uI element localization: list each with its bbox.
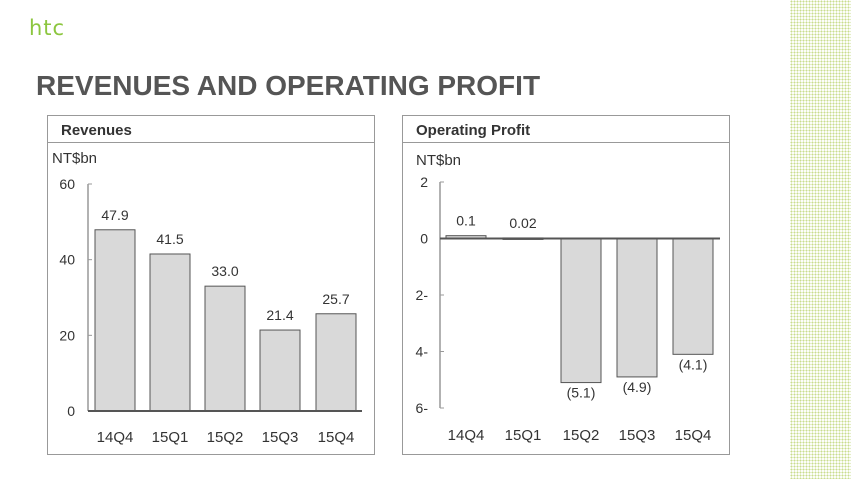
y-tick-label: 0: [420, 231, 428, 247]
data-label: 47.9: [101, 207, 128, 223]
chart-title: Operating Profit: [403, 116, 729, 143]
y-tick-label: 40: [59, 252, 75, 268]
bar: [560, 238, 602, 384]
category-label: 15Q1: [152, 429, 189, 446]
y-tick-label: 4-: [416, 344, 429, 360]
bar: [149, 253, 191, 412]
y-tick-label: 20: [59, 327, 75, 343]
y-axis-label: NT$bn: [416, 152, 461, 169]
category-label: 14Q4: [97, 429, 134, 446]
page-title: REVENUES AND OPERATING PROFIT: [36, 70, 541, 101]
y-tick-label: 6-: [416, 400, 429, 416]
category-label: 15Q3: [619, 427, 656, 444]
y-tick-label: 2-: [416, 287, 429, 303]
y-tick-label: 2: [420, 174, 428, 190]
decorative-dot-pattern: [790, 0, 851, 479]
category-label: 15Q4: [318, 429, 355, 446]
category-label: 15Q1: [505, 427, 542, 444]
category-label: 15Q4: [675, 427, 712, 444]
operating-profit-panel: Operating Profit: [402, 115, 730, 455]
data-label: 0.02: [509, 215, 536, 231]
revenues-panel: Revenues: [47, 115, 375, 455]
data-label: (4.1): [679, 356, 708, 372]
chart-title: Revenues: [48, 116, 374, 143]
data-label: 21.4: [266, 307, 293, 323]
bar: [672, 238, 714, 355]
data-label: (5.1): [567, 385, 596, 401]
bar: [94, 229, 136, 412]
category-label: 14Q4: [448, 427, 485, 444]
bar: [204, 285, 246, 412]
data-label: 0.1: [456, 213, 476, 229]
bar: [616, 238, 658, 378]
category-label: 15Q3: [262, 429, 299, 446]
bar: [259, 329, 301, 412]
category-label: 15Q2: [207, 429, 244, 446]
data-label: (4.9): [623, 379, 652, 395]
data-label: 25.7: [322, 291, 349, 307]
data-label: 33.0: [211, 263, 238, 279]
category-label: 15Q2: [563, 427, 600, 444]
y-tick-label: 0: [67, 403, 75, 419]
bar: [315, 313, 357, 412]
htc-logo: htc: [29, 16, 66, 40]
y-tick-label: 60: [59, 176, 75, 192]
data-label: 41.5: [156, 231, 183, 247]
y-axis-label: NT$bn: [52, 150, 97, 167]
